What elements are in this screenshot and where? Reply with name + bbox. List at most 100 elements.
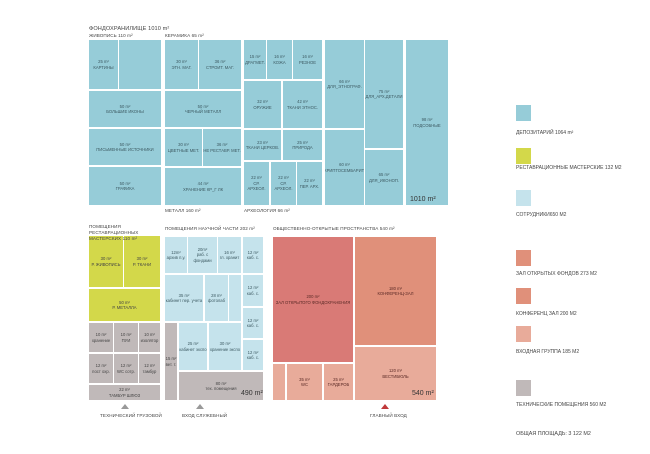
total-area: ОБЩАЯ ПЛОЩАДЬ: 3 122 М2 bbox=[516, 431, 591, 437]
room-name: ДРАГМЕТ. bbox=[245, 59, 265, 65]
room-cell: 35 m² WC bbox=[287, 364, 322, 400]
room-area: 10 m² bbox=[95, 332, 107, 338]
room-area: 30 m² bbox=[100, 256, 112, 262]
room-cell: 65 m² ДЛЯ_ИКОНОП. bbox=[365, 150, 403, 205]
room-cell: 30 m² хранение экспо bbox=[209, 323, 241, 370]
room-name: ЧЕРНЫЙ МЕТАЛЛ bbox=[184, 109, 222, 114]
room-name: фотолаб bbox=[208, 298, 225, 303]
legend-label: ТЕХНИЧЕСКИЕ ПОМЕЩЕНИЯ 560 М2 bbox=[516, 402, 607, 408]
legend-swatch bbox=[516, 288, 531, 304]
restoration-heading: ПОМЕЩЕНИЯ РЕСТАВРАЦИОННЫХ МАСТЕРСКИХ 110… bbox=[89, 224, 139, 241]
room-cell: 12 m² каб. с. bbox=[243, 237, 263, 273]
room-name: тех. помещения bbox=[205, 386, 237, 391]
legend-label: КОНФЕРЕНЦ ЗАЛ 200 М2 bbox=[516, 311, 577, 317]
room-name: Р. МЕТАЛЛА bbox=[112, 305, 137, 310]
legend-label: РЕСТАВРАЦИОННЫЕ МАСТЕРСКИЕ 132 М2 bbox=[516, 165, 622, 171]
room-name: КРИПТОСЕМБАРИТ. bbox=[325, 167, 364, 173]
room-cell: 200 m² ЗАЛ ОТКРЫТОГО ФОНДОХРАНЕНИЯ bbox=[273, 237, 353, 362]
room-cell: 12m² архив п.у. bbox=[165, 237, 187, 273]
room-area: 120 m² bbox=[388, 368, 403, 374]
room-area: 44 m² bbox=[197, 181, 209, 187]
room-cell: 12 m² WC сотр. bbox=[114, 354, 138, 383]
room-area: 36 m² bbox=[214, 59, 226, 65]
legend-swatch bbox=[516, 326, 531, 342]
room-cell bbox=[229, 275, 241, 321]
room-cell: 35 m² кабинет пер. учета bbox=[165, 275, 203, 321]
technical-entrance-label: ТЕХНИЧЕСКИЙ ГРУЗОВОЙ bbox=[100, 413, 162, 418]
legend-swatch bbox=[516, 148, 531, 164]
room-area: 12 m² bbox=[247, 349, 259, 355]
main-entrance-label: ГЛАВНЫЙ ВХОД bbox=[370, 413, 407, 418]
legend-label: ВХОДНАЯ ГРУППА 185 М2 bbox=[516, 349, 580, 355]
room-cell: 12 m² тамбур bbox=[139, 354, 160, 383]
room-area: 23 m² bbox=[257, 139, 268, 145]
room-area: 42 m² bbox=[297, 99, 308, 105]
science-total: 490 m² bbox=[241, 390, 263, 397]
room-cell: 98 m² ПОДСОБНЫЕ bbox=[406, 40, 448, 205]
room-area: 50 m² bbox=[119, 141, 131, 147]
room-area: 25 m² bbox=[297, 139, 308, 145]
service-entrance-label: ВХОД СЛУЖЕБНЫЙ bbox=[182, 413, 228, 418]
room-name: БОЛЬШИЕ ИКОНЫ bbox=[106, 109, 144, 114]
room-area: 28 m² bbox=[211, 292, 222, 298]
room-cell: 12 m² каб. с. bbox=[243, 308, 263, 338]
room-area: 10 m² bbox=[120, 332, 132, 338]
room-name: ПОДСОБНЫЕ bbox=[413, 122, 441, 128]
room-area: 60 m² bbox=[339, 162, 350, 168]
room-area: 16 m² bbox=[224, 249, 235, 255]
room-name: каб. с. bbox=[246, 323, 260, 328]
room-name: СР. АРХЕОЛ. bbox=[274, 180, 293, 192]
room-name: каб. с. bbox=[246, 355, 260, 360]
room-name: РЕЗНОЕ bbox=[298, 59, 317, 65]
room-name: кабинет пер. учета bbox=[165, 298, 203, 303]
room-name: ПИСЬМЕННЫЕ ИСТОЧНИКИ bbox=[96, 147, 154, 152]
room-cell: 50 m² Р. МЕТАЛЛА bbox=[89, 289, 160, 321]
room-cell: 50 m² ПИСЬМЕННЫЕ ИСТОЧНИКИ bbox=[89, 129, 161, 165]
room-cell: 25 m² ГАРДЕРОБ bbox=[324, 364, 353, 400]
legend-swatch bbox=[516, 250, 531, 266]
room-name: ДЛЯ_ИКОНОП. bbox=[368, 177, 400, 183]
room-area: 12 m² bbox=[144, 363, 155, 369]
legend-label: ДЕПОЗИТАРИЙ 1064 m² bbox=[516, 130, 574, 136]
room-area: 22 m² bbox=[251, 175, 262, 181]
public-total: 540 m² bbox=[412, 390, 434, 397]
service-entrance-arrow-icon bbox=[196, 404, 204, 409]
room-name: тамбур bbox=[142, 368, 157, 374]
room-name: ХРАНЕНИЕ КР_Г ЛК bbox=[182, 186, 224, 192]
room-cell: 12 m² каб. с. bbox=[243, 340, 263, 370]
legend-swatch bbox=[516, 190, 531, 206]
room-name: ОРУЖИЕ bbox=[253, 104, 272, 110]
room-area: 65 m² bbox=[378, 172, 390, 178]
room-cell: 16 m² КОЖА bbox=[267, 40, 292, 79]
room-area: 25 m² bbox=[98, 59, 109, 65]
room-cell: 15 m² ДРАГМЕТ. bbox=[244, 40, 266, 79]
room-area: 75 m² bbox=[378, 88, 390, 94]
room-cell: 15 m² вет. т. bbox=[165, 323, 177, 400]
room-name: ТКАНИ ЭТНОС. bbox=[286, 104, 319, 110]
room-name: ТКАНИ ЦЕРКОВ. bbox=[245, 145, 280, 150]
room-cell: 36 m² СТРОИТ. МАГ. bbox=[199, 40, 241, 89]
room-name: КАРТИНЫ bbox=[93, 64, 114, 70]
legend-swatch bbox=[516, 105, 531, 121]
room-name: изолятор bbox=[140, 337, 159, 343]
room-name: каб. с. bbox=[246, 255, 260, 260]
room-area: 15 m² bbox=[249, 54, 261, 60]
room-area: 25 m² bbox=[187, 341, 199, 347]
room-cell: 30 m² ЭТН. МАГ. bbox=[165, 40, 198, 89]
room-name: КОНФЕРЕНЦ-ЗАЛ bbox=[377, 291, 414, 296]
main-entrance-arrow-icon bbox=[381, 404, 389, 409]
room-area: 66 m² bbox=[339, 78, 350, 84]
room-area: 12m² bbox=[171, 249, 181, 255]
room-area: 35 m² bbox=[299, 376, 310, 382]
room-cell: 10 m² хранение bbox=[89, 323, 113, 352]
room-area: 30 m² bbox=[136, 256, 148, 262]
room-cell: 80 m² тех. помещения bbox=[179, 372, 263, 400]
room-cell: 12 m² каб. с. bbox=[243, 275, 263, 306]
room-name: WC сотр. bbox=[117, 368, 135, 374]
room-cell: 22 m² СР. АРХЕОЛ. bbox=[244, 162, 269, 205]
room-cell: 20m² раб. с фондами bbox=[188, 237, 217, 273]
room-cell: 23 m² ТКАНИ ЦЕРКОВ. bbox=[244, 130, 281, 160]
room-cell: 25 m² кабинет экспо bbox=[179, 323, 207, 370]
room-area: 50 m² bbox=[119, 299, 130, 305]
room-area: 20m² bbox=[197, 246, 208, 252]
